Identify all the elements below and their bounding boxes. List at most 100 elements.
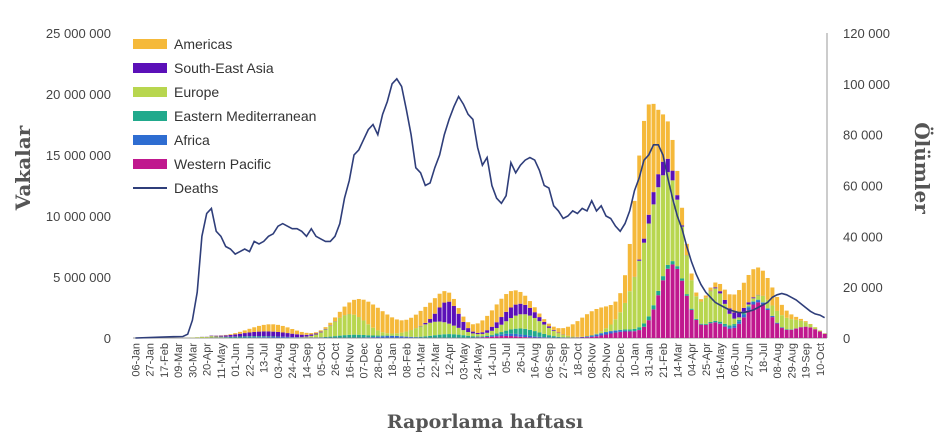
bar-segment <box>603 334 609 338</box>
bar-segment <box>575 321 580 337</box>
bar-segment <box>789 314 794 320</box>
bar-segment <box>665 121 670 159</box>
bar-segment <box>575 336 580 338</box>
bar-segment <box>290 328 295 334</box>
bar-segment <box>713 282 718 288</box>
bar-segment <box>385 314 390 334</box>
y2-tick-label: 0 <box>843 331 850 346</box>
bar-segment <box>689 280 694 309</box>
bar-segment <box>689 309 694 338</box>
bar-segment <box>656 290 661 296</box>
bar-segment <box>646 223 651 317</box>
bar-segment <box>670 261 675 265</box>
y2-tick-label: 100 000 <box>843 77 890 92</box>
legend-label: Americas <box>174 36 232 52</box>
bar-segment <box>651 305 656 310</box>
bar-segment <box>475 334 480 337</box>
bar-segment <box>470 333 475 337</box>
bar-segment <box>599 331 604 334</box>
bar-segment <box>504 321 509 331</box>
bar-segment <box>394 336 399 338</box>
legend-label: Deaths <box>174 180 218 196</box>
bar-segment <box>347 314 352 335</box>
bar-segment <box>428 302 433 320</box>
bar-segment <box>394 319 399 334</box>
bar-segment <box>694 318 699 320</box>
bar-segment <box>594 334 599 337</box>
bar-segment <box>442 291 447 303</box>
x-tick-label: 05-Oct <box>316 343 328 376</box>
bar-segment <box>732 327 737 338</box>
bar-segment <box>518 334 523 337</box>
bar-segment <box>247 332 252 337</box>
bar-segment <box>328 322 333 326</box>
bar-segment <box>380 311 385 333</box>
bar-segment <box>247 336 252 338</box>
bar-segment <box>290 333 295 337</box>
y2-tick-label: 40 000 <box>843 229 883 244</box>
bar-segment <box>732 324 737 326</box>
bar-segment <box>432 313 437 322</box>
bar-segment <box>437 321 442 335</box>
bar-segment <box>489 330 494 335</box>
bars <box>185 103 827 338</box>
bar-segment <box>485 315 490 331</box>
y-tick-label: 5 000 000 <box>53 270 111 285</box>
bar-segment <box>261 331 266 337</box>
bar-segment <box>527 301 532 308</box>
bar-segment <box>675 195 680 200</box>
x-tick-label: 18-Jul <box>758 343 770 373</box>
bar-segment <box>737 319 742 322</box>
bar-segment <box>551 329 556 331</box>
bar-segment <box>670 139 675 171</box>
x-tick-label: 10-Oct <box>815 343 827 376</box>
bar-segment <box>361 299 366 321</box>
bar-segment <box>675 199 680 267</box>
bar-segment <box>760 295 765 303</box>
x-tick-label: 24-May <box>473 343 485 380</box>
bar-segment <box>504 311 509 322</box>
x-tick-label: 08-Aug <box>772 343 784 378</box>
bar-segment <box>546 335 551 338</box>
bar-segment <box>713 320 718 323</box>
bar-segment <box>589 335 594 337</box>
bar-segment <box>409 317 414 331</box>
bar-segment <box>413 336 418 338</box>
bar-segment <box>623 331 628 338</box>
bar-segment <box>494 333 499 336</box>
bar-segment <box>485 336 490 338</box>
bar-segment <box>356 298 361 318</box>
bar-segment <box>556 333 561 337</box>
bar-segment <box>342 335 347 338</box>
bar-segment <box>461 335 466 338</box>
bar-segment <box>413 314 418 329</box>
bar-segment <box>670 264 675 338</box>
bar-segment <box>746 307 751 311</box>
y2-tick-label: 20 000 <box>843 280 883 295</box>
legend-label: Africa <box>174 132 210 148</box>
bar-segment <box>399 332 404 337</box>
bar-segment <box>737 323 742 338</box>
bar-segment <box>798 327 803 338</box>
bar-segment <box>746 274 751 303</box>
bar-segment <box>276 331 281 337</box>
bar-segment <box>665 268 670 338</box>
x-tick-label: 27-Jun <box>744 343 756 377</box>
x-tick-label: 14-Mar <box>672 343 684 378</box>
bar-segment <box>499 317 504 325</box>
bar-segment <box>499 336 504 338</box>
bar-segment <box>556 328 561 333</box>
bar-segment <box>665 264 670 269</box>
bar-segment <box>508 329 513 334</box>
bar-segment <box>751 301 756 305</box>
bar-segment <box>494 328 499 334</box>
x-tick-label: 06-Sep <box>544 343 556 378</box>
bar-segment <box>627 330 632 332</box>
bar-segment <box>708 321 713 324</box>
bar-segment <box>627 329 632 331</box>
bar-segment <box>565 335 570 338</box>
bar-segment <box>623 275 628 303</box>
bar-segment <box>409 330 414 337</box>
x-tick-label: 16-Nov <box>344 343 356 379</box>
bar-segment <box>680 225 685 227</box>
